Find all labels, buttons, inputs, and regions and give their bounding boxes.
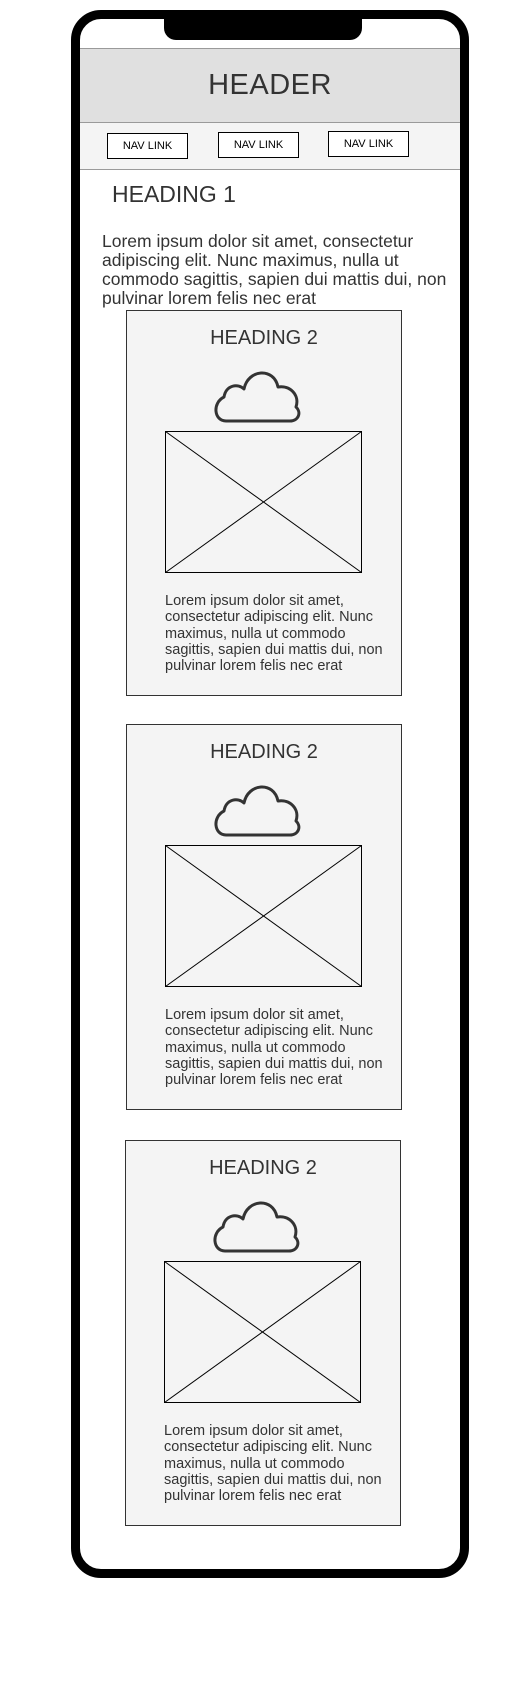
page-heading: HEADING 1 xyxy=(112,181,236,207)
content-card-1: HEADING 2 Lorem ipsum dolor sit amet, co… xyxy=(126,310,402,696)
card-text: Lorem ipsum dolor sit amet, consectetur … xyxy=(165,1007,383,1089)
intro-paragraph: Lorem ipsum dolor sit amet, consectetur … xyxy=(102,231,447,308)
card-heading: HEADING 2 xyxy=(210,327,318,349)
card-heading: HEADING 2 xyxy=(209,1157,317,1179)
nav-link-3[interactable]: NAV LINK xyxy=(328,131,409,157)
cloud-icon xyxy=(213,1201,300,1253)
cloud-icon xyxy=(214,785,301,837)
image-placeholder-icon xyxy=(165,845,362,987)
phone-notch xyxy=(164,19,362,40)
page-header: HEADER xyxy=(80,48,460,123)
card-text: Lorem ipsum dolor sit amet, consectetur … xyxy=(164,1423,382,1505)
nav-bar: NAV LINK NAV LINK NAV LINK xyxy=(80,123,460,170)
image-placeholder-icon xyxy=(164,1261,361,1403)
card-text: Lorem ipsum dolor sit amet, consectetur … xyxy=(165,593,383,675)
card-heading: HEADING 2 xyxy=(210,741,318,763)
nav-link-2[interactable]: NAV LINK xyxy=(218,132,299,158)
nav-link-1[interactable]: NAV LINK xyxy=(107,133,188,159)
content-card-2: HEADING 2 Lorem ipsum dolor sit amet, co… xyxy=(126,724,402,1110)
content-card-3: HEADING 2 Lorem ipsum dolor sit amet, co… xyxy=(125,1140,401,1526)
cloud-icon xyxy=(214,371,301,423)
image-placeholder-icon xyxy=(165,431,362,573)
header-title: HEADER xyxy=(208,69,332,101)
phone-frame: HEADER NAV LINK NAV LINK NAV LINK HEADIN… xyxy=(71,10,469,1578)
